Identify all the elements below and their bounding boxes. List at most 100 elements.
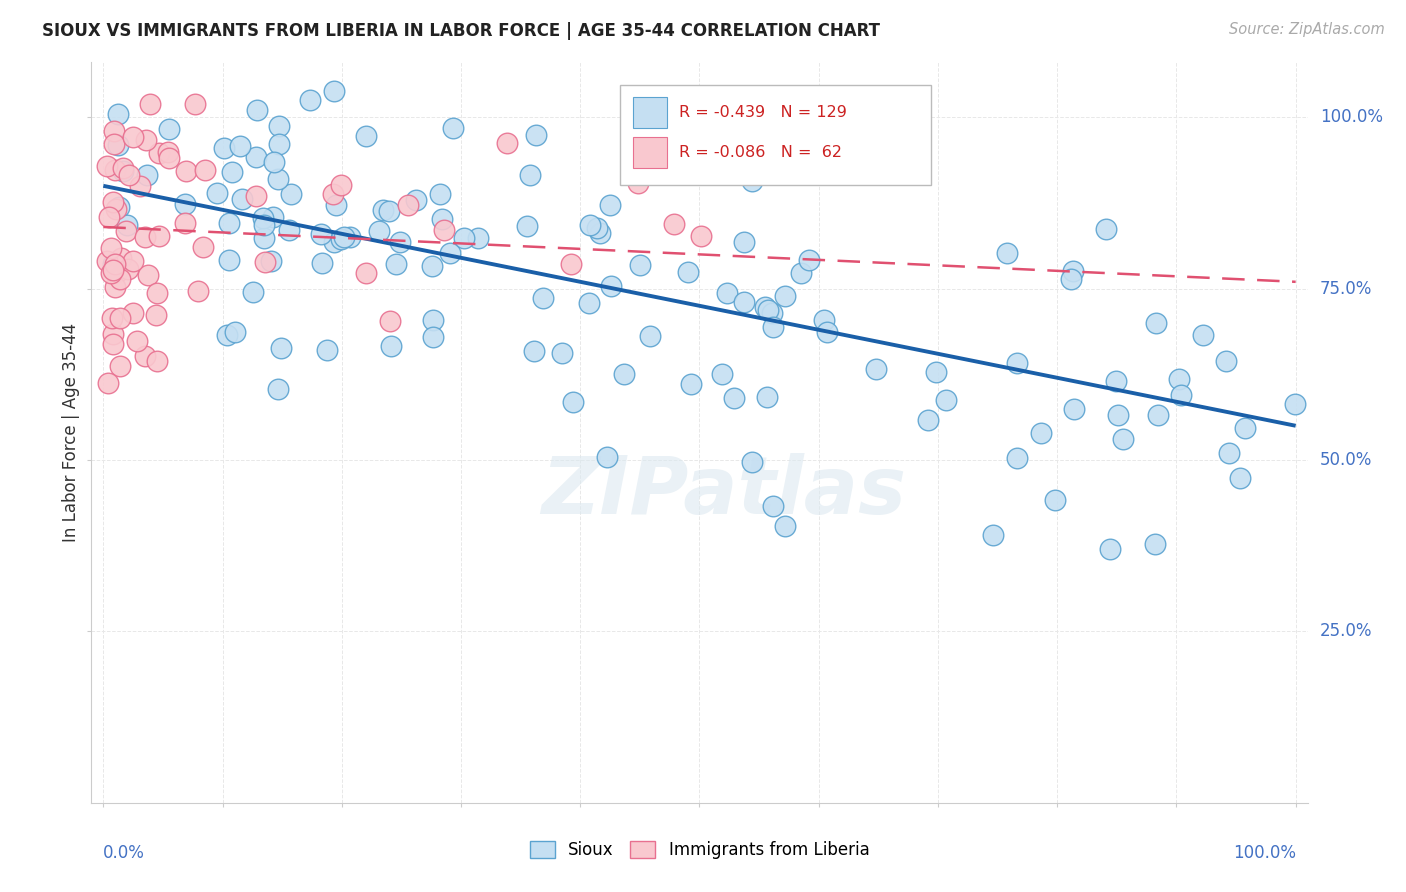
Point	[378, 204, 401, 219]
Text: 100.0%: 100.0%	[1320, 108, 1382, 127]
Point	[519, 169, 541, 183]
Point	[354, 266, 377, 280]
Point	[935, 392, 957, 407]
Point	[101, 262, 124, 277]
Point	[242, 285, 264, 300]
Point	[429, 186, 451, 201]
Point	[662, 217, 685, 231]
Point	[322, 235, 344, 250]
Point	[323, 83, 346, 97]
Point	[253, 218, 276, 232]
Point	[263, 155, 285, 169]
Point	[101, 194, 124, 209]
FancyBboxPatch shape	[633, 137, 666, 169]
Point	[103, 124, 125, 138]
Point	[121, 253, 143, 268]
Point	[129, 178, 152, 193]
Point	[207, 186, 229, 200]
Point	[666, 166, 689, 180]
Point	[118, 168, 141, 182]
Point	[579, 218, 602, 232]
Point	[267, 171, 290, 186]
Point	[96, 254, 118, 268]
Point	[562, 394, 585, 409]
Point	[104, 257, 127, 271]
Point	[640, 329, 662, 343]
Point	[1215, 354, 1237, 368]
Point	[267, 137, 290, 152]
Point	[173, 216, 195, 230]
Text: Source: ZipAtlas.com: Source: ZipAtlas.com	[1229, 22, 1385, 37]
Point	[322, 187, 344, 202]
Point	[101, 336, 124, 351]
Point	[741, 174, 763, 188]
Point	[330, 178, 353, 192]
Point	[531, 291, 554, 305]
Point	[157, 122, 180, 136]
Y-axis label: In Labor Force | Age 35-44: In Labor Force | Age 35-44	[62, 323, 80, 542]
Point	[254, 255, 277, 269]
Point	[218, 216, 240, 230]
Point	[134, 229, 156, 244]
Point	[354, 128, 377, 143]
Point	[441, 121, 464, 136]
Point	[260, 254, 283, 268]
Point	[148, 228, 170, 243]
Point	[865, 362, 887, 376]
Point	[136, 268, 159, 283]
Point	[316, 343, 339, 357]
Point	[551, 346, 574, 360]
Point	[135, 133, 157, 147]
Point	[741, 455, 763, 469]
Point	[1095, 222, 1118, 236]
Point	[380, 338, 402, 352]
Point	[176, 164, 198, 178]
Point	[221, 165, 243, 179]
Point	[125, 334, 148, 349]
Point	[925, 365, 948, 379]
Point	[218, 252, 240, 267]
Text: 0.0%: 0.0%	[103, 844, 145, 862]
Point	[797, 253, 820, 268]
Point	[790, 266, 813, 280]
Point	[589, 226, 612, 240]
Point	[191, 240, 214, 254]
Point	[231, 192, 253, 206]
Point	[104, 163, 127, 178]
Point	[114, 224, 136, 238]
Point	[270, 341, 292, 355]
FancyBboxPatch shape	[620, 85, 931, 185]
Point	[754, 300, 776, 314]
Point	[1105, 374, 1128, 388]
Point	[1192, 327, 1215, 342]
Point	[773, 289, 796, 303]
Point	[115, 219, 138, 233]
Point	[96, 159, 118, 173]
Point	[422, 330, 444, 344]
Point	[1007, 450, 1029, 465]
Point	[1144, 536, 1167, 550]
Point	[157, 151, 180, 165]
Text: SIOUX VS IMMIGRANTS FROM LIBERIA IN LABOR FORCE | AGE 35-44 CORRELATION CHART: SIOUX VS IMMIGRANTS FROM LIBERIA IN LABO…	[42, 22, 880, 40]
Point	[329, 232, 352, 246]
Point	[105, 265, 128, 279]
Point	[599, 198, 621, 212]
Point	[309, 227, 332, 241]
Point	[108, 200, 131, 214]
Text: 50.0%: 50.0%	[1320, 451, 1372, 469]
Point	[578, 296, 600, 310]
Point	[690, 229, 713, 244]
Point	[600, 279, 623, 293]
Point	[384, 257, 406, 271]
Point	[146, 353, 169, 368]
Point	[586, 221, 609, 235]
Point	[1107, 409, 1129, 423]
Point	[367, 223, 389, 237]
Point	[761, 306, 783, 320]
Point	[97, 210, 120, 224]
Point	[1147, 408, 1170, 422]
Point	[136, 168, 159, 182]
Point	[756, 390, 779, 404]
Point	[371, 203, 394, 218]
Point	[405, 193, 427, 207]
